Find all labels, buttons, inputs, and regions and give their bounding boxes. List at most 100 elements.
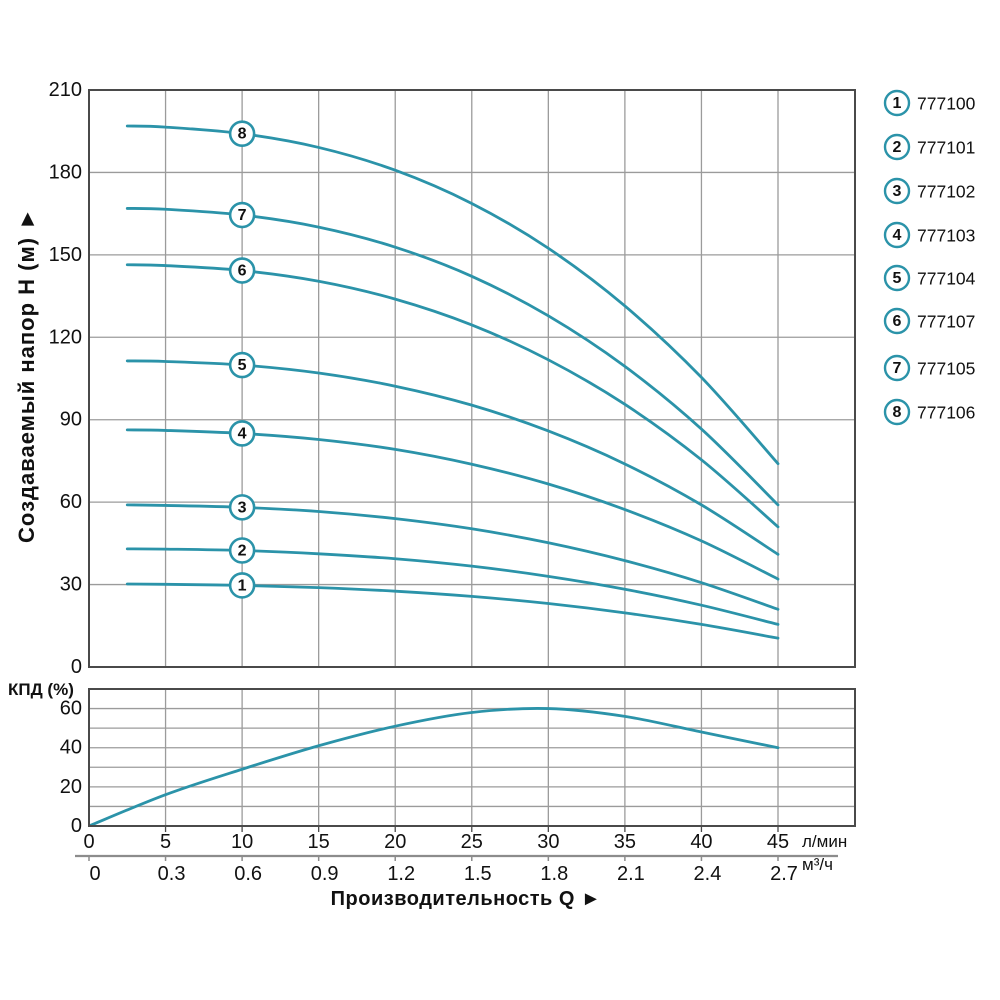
legend-item: 5 777104 — [883, 264, 976, 292]
chart-frames — [88, 89, 856, 827]
legend-number-circle — [883, 177, 911, 205]
legend-part-number: 777104 — [917, 269, 976, 289]
x-tick-label-m3h: 1.8 — [540, 863, 568, 885]
legend-part-number: 777103 — [917, 226, 975, 246]
y-axis-title: Создаваемый напор H (м) ► — [14, 207, 39, 543]
x-tick-label-lmin: 20 — [384, 831, 406, 853]
efficiency-chart-gridlines — [89, 689, 855, 832]
head-chart-gridlines — [89, 90, 855, 667]
x-tick-label-lmin: 35 — [614, 831, 636, 853]
legend-number: 7 — [893, 360, 902, 377]
head-curve-3 — [125, 503, 780, 611]
curve-badge-circle-5 — [228, 351, 256, 379]
efficiency-y-tick-label: 0 — [71, 815, 82, 837]
head-y-tick-label: 90 — [60, 409, 82, 431]
x-tick-label-m3h: 1.2 — [387, 863, 415, 885]
x-tick-label-lmin: 40 — [690, 831, 712, 853]
legend-number: 6 — [893, 313, 902, 330]
head-curves — [125, 124, 780, 640]
legend: 1 777100 2 777101 3 777102 4 777103 5 777104 6 7771… — [883, 89, 976, 426]
head-chart-frame — [88, 89, 856, 668]
legend-number-circle — [883, 307, 911, 335]
head-y-tick-label: 210 — [49, 79, 82, 101]
efficiency-curve-layer — [89, 707, 780, 826]
curve-number-badges: 1 2 3 4 5 6 7 8 — [228, 120, 256, 599]
secondary-x-axis — [75, 854, 838, 861]
head-curve-8 — [125, 124, 780, 466]
head-y-tick-label: 60 — [60, 491, 82, 513]
x-tick-label-m3h: 2.4 — [694, 863, 722, 885]
efficiency-chart-frame — [88, 688, 856, 827]
legend-number: 4 — [893, 227, 902, 244]
curve-badge-number-2: 2 — [238, 543, 247, 560]
legend-part-number: 777101 — [917, 138, 975, 158]
head-curve-5 — [125, 359, 780, 556]
legend-item: 6 777107 — [883, 307, 975, 335]
efficiency-y-tick-label: 60 — [60, 698, 82, 720]
x-tick-label-lmin: 30 — [537, 831, 559, 853]
x-tick-label-lmin: 0 — [83, 831, 94, 853]
curve-badge-number-4: 4 — [238, 425, 247, 442]
head-y-tick-label: 0 — [71, 656, 82, 678]
curve-badge-number-6: 6 — [238, 263, 247, 280]
head-curve-6 — [125, 263, 780, 529]
primary-unit-label: л/мин — [802, 832, 847, 851]
legend-part-number: 777107 — [917, 312, 975, 332]
legend-number: 2 — [893, 139, 902, 156]
legend-number: 3 — [893, 183, 902, 200]
curve-badge-number-7: 7 — [238, 207, 247, 224]
efficiency-axis-title: КПД (%) — [8, 680, 74, 699]
legend-part-number: 777100 — [917, 94, 976, 114]
legend-item: 2 777101 — [883, 133, 975, 161]
legend-number-circle — [883, 221, 911, 249]
x-tick-label-lmin: 25 — [461, 831, 483, 853]
legend-number-circle — [883, 89, 911, 117]
legend-item: 7 777105 — [883, 354, 975, 382]
x-tick-label-m3h: 0.9 — [311, 863, 339, 885]
curve-badge-circle-8 — [228, 120, 256, 147]
x-axis-title: Производительность Q ► — [331, 888, 602, 910]
efficiency-y-tick-label: 20 — [60, 776, 82, 798]
head-y-tick-label: 120 — [49, 326, 82, 348]
head-y-tick-label: 180 — [49, 161, 82, 183]
legend-item: 4 777103 — [883, 221, 975, 249]
curve-badge-circle-4 — [228, 420, 256, 447]
curve-badge-circle-3 — [228, 494, 256, 521]
efficiency-curve — [89, 707, 780, 826]
curve-badge-number-1: 1 — [238, 577, 247, 594]
legend-number-circle — [883, 264, 911, 292]
legend-item: 1 777100 — [883, 89, 976, 117]
legend-number-circle — [883, 354, 911, 382]
legend-number: 8 — [893, 404, 902, 421]
legend-number: 5 — [893, 270, 902, 287]
curve-badge-circle-1 — [228, 572, 256, 599]
legend-part-number: 777106 — [917, 403, 975, 423]
legend-part-number: 777105 — [917, 359, 975, 379]
curve-badge-circle-6 — [228, 257, 256, 284]
x-tick-label-m3h: 0.6 — [234, 863, 262, 885]
x-tick-label-m3h: 0.3 — [158, 863, 186, 885]
x-tick-label-m3h: 0 — [89, 863, 100, 885]
x-tick-label-lmin: 10 — [231, 831, 253, 853]
head-y-tick-label: 150 — [49, 244, 82, 266]
curve-badge-number-5: 5 — [238, 357, 247, 374]
x-tick-label-m3h: 2.7 — [770, 863, 798, 885]
head-curve-1 — [125, 582, 780, 640]
x-tick-label-m3h: 2.1 — [617, 863, 645, 885]
head-curve-7 — [125, 207, 780, 507]
efficiency-y-tick-label: 40 — [60, 737, 82, 759]
head-curve-2 — [125, 547, 780, 626]
legend-number-circle — [883, 398, 911, 426]
x-tick-label-lmin: 15 — [308, 831, 330, 853]
curve-badge-circle-7 — [228, 201, 256, 229]
curve-badge-number-3: 3 — [238, 499, 247, 516]
curve-badge-number-8: 8 — [238, 126, 247, 143]
head-curve-4 — [125, 428, 780, 581]
legend-number: 1 — [893, 95, 902, 112]
legend-item: 3 777102 — [883, 177, 975, 205]
legend-part-number: 777102 — [917, 182, 975, 202]
curve-badge-circle-2 — [228, 537, 256, 564]
legend-number-circle — [883, 133, 911, 161]
